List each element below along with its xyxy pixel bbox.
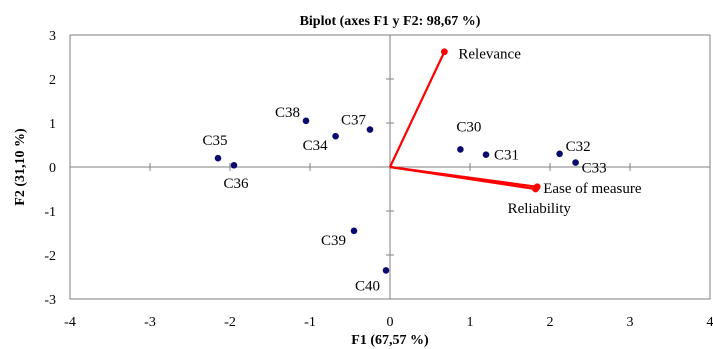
point-label: C34	[303, 138, 329, 154]
data-point	[482, 151, 490, 158]
data-point	[556, 150, 563, 158]
x-tick-label: 3	[627, 315, 634, 330]
x-axis-title: F1 (67,57 %)	[351, 333, 429, 348]
x-tick-label: 1	[467, 315, 474, 330]
x-tick-label: -3	[144, 315, 156, 330]
y-tick-label: 0	[49, 161, 56, 176]
vector-label: Relevance	[458, 47, 521, 63]
data-point	[332, 132, 339, 140]
chart-title: Biplot (axes F1 y F2: 98,67 %)	[300, 14, 481, 29]
y-tick-label: -3	[44, 293, 56, 308]
point-label: C40	[355, 278, 380, 294]
x-tick-label: 2	[547, 315, 554, 330]
x-tick-label: -4	[64, 315, 76, 330]
point-label: C32	[566, 139, 591, 155]
point-label: C33	[582, 161, 607, 177]
data-point	[350, 227, 358, 235]
x-tick-label: 4	[707, 315, 713, 330]
data-point	[457, 146, 464, 153]
point-label: C31	[494, 148, 519, 164]
data-point	[382, 267, 390, 274]
data-point	[366, 126, 374, 133]
vector-head	[532, 185, 539, 193]
point-label: C35	[202, 133, 227, 149]
x-tick-label: -1	[304, 315, 316, 330]
point-label: C37	[341, 113, 367, 129]
vector-line	[389, 165, 536, 191]
data-point	[302, 117, 310, 125]
point-label: C30	[456, 119, 481, 135]
data-point	[572, 159, 579, 166]
vector-line	[389, 51, 446, 168]
y-axis-title: F2 (31,10 %)	[13, 128, 28, 206]
point-label: C39	[321, 233, 346, 249]
vector-label: Ease of measure	[543, 181, 642, 197]
y-tick-label: -1	[44, 205, 56, 220]
y-tick-label: 1	[49, 117, 56, 132]
x-tick-label: -2	[224, 315, 236, 330]
data-point	[230, 161, 238, 169]
axes: -4 -3 -2 -1 0 1 2 3 4 -3 -2 -1 0 1 2 3	[44, 29, 713, 330]
point-label: C38	[275, 105, 300, 121]
vector-label: Reliability	[508, 201, 572, 217]
y-tick-label: -2	[44, 249, 56, 264]
variable-vectors: Relevance Ease of measure Reliability	[389, 47, 642, 217]
x-tick-label: 0	[387, 315, 394, 330]
y-tick-label: 3	[49, 29, 56, 44]
observation-points: C30 C31 C32 C33 C34 C35 C36 C37 C38 C39 C40	[202, 105, 606, 295]
data-point	[214, 154, 222, 162]
point-label: C36	[223, 176, 249, 192]
vector-head	[441, 48, 448, 56]
y-tick-label: 2	[49, 73, 56, 88]
